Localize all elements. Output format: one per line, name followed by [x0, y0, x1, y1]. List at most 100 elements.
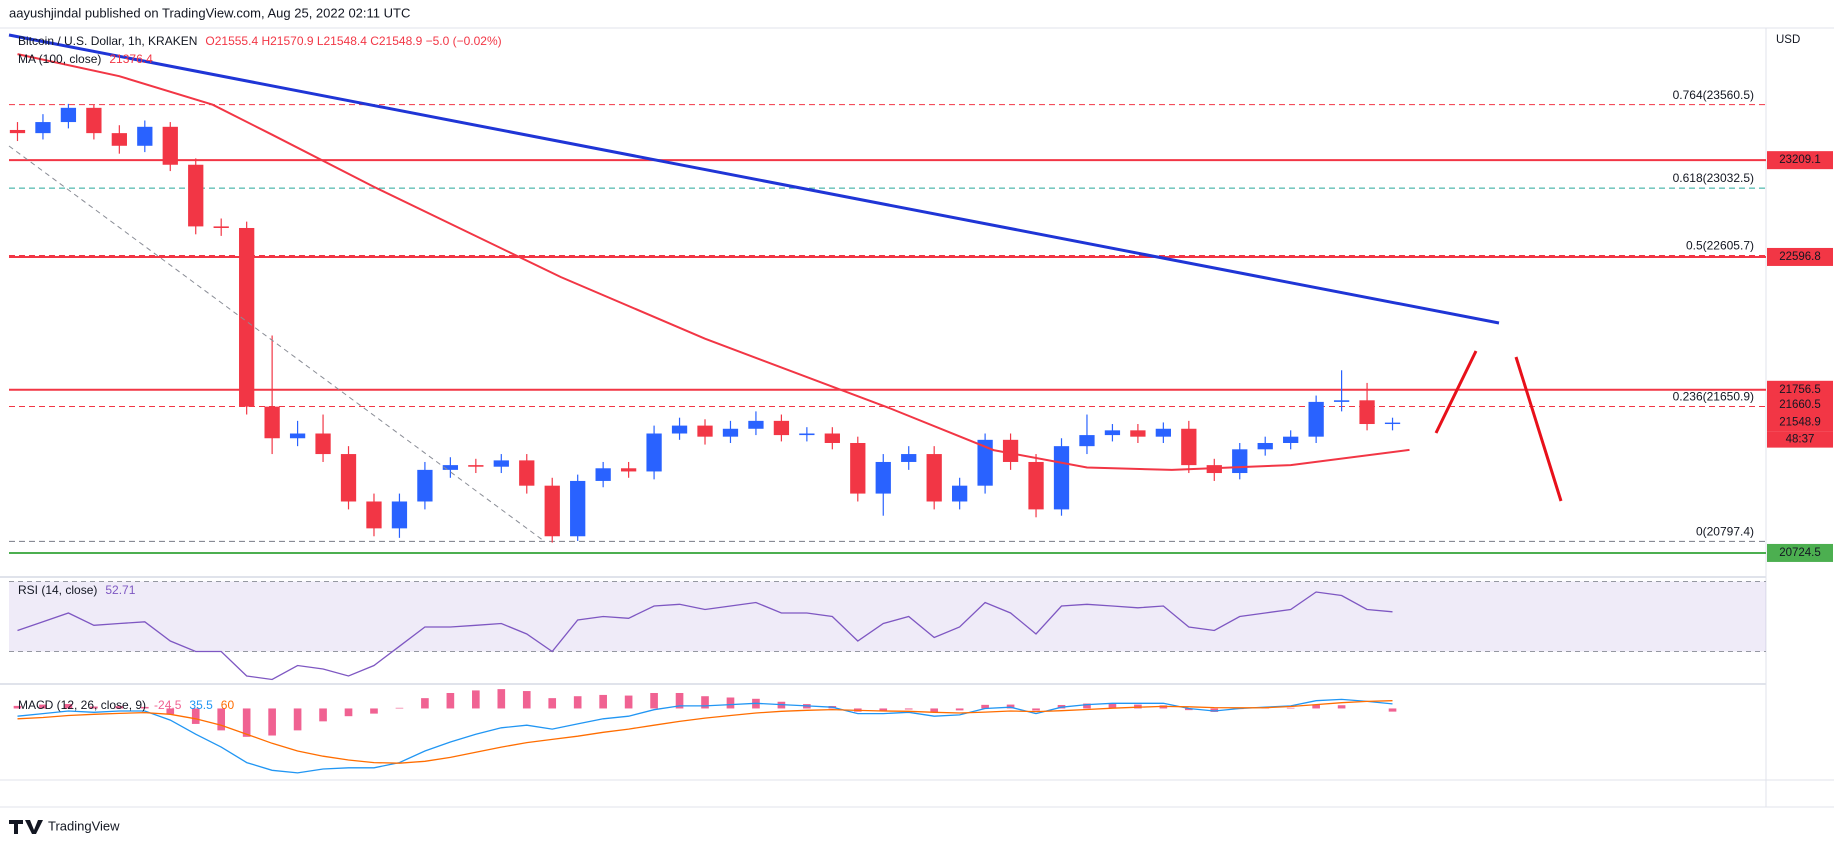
ma-value: 21376.4: [109, 52, 153, 66]
histogram-bar: [548, 698, 557, 709]
fib-anchor-line: [8, 145, 545, 542]
price-label-box: [1767, 543, 1833, 562]
candle-body: [1028, 461, 1044, 510]
histogram-bar: [701, 696, 709, 709]
macd-legend: MACD (12, 26, close, 9) -24.5 35.5 60: [18, 698, 234, 712]
candle-body: [952, 485, 968, 502]
candle-body: [417, 469, 433, 502]
candle-body: [901, 454, 917, 462]
histogram-bar: [446, 692, 455, 709]
histogram-bar: [472, 690, 480, 709]
candle-body: [824, 433, 840, 443]
histogram-bar: [319, 708, 327, 722]
candle-body: [213, 226, 229, 228]
histogram-bar: [1388, 708, 1397, 712]
candle-body: [926, 454, 942, 502]
candle-body: [468, 465, 484, 467]
histogram-bar: [242, 708, 251, 737]
moving-average: [17, 53, 1410, 471]
histogram-bar: [1210, 708, 1219, 712]
macd-name: MACD (12, 26, close, 9): [18, 698, 146, 712]
symbol-title: Bitcoin / U.S. Dollar, 1h, KRAKEN O21555.…: [18, 34, 502, 48]
candle-body: [671, 425, 688, 434]
histogram-bar: [268, 708, 276, 736]
histogram-bar: [395, 707, 404, 709]
candle-body: [1181, 428, 1197, 466]
currency-label: USD: [1776, 34, 1800, 46]
candle-body: [1333, 400, 1350, 402]
candle-body: [1079, 435, 1095, 447]
histogram-bar: [1108, 703, 1117, 709]
candle-body: [1384, 422, 1401, 425]
candle-body: [366, 501, 382, 529]
candle-body: [722, 428, 739, 437]
histogram-bar: [1312, 704, 1320, 709]
histogram-bar: [573, 696, 582, 709]
candle-body: [35, 122, 51, 134]
candle-body: [340, 454, 357, 502]
histogram-bar: [64, 703, 73, 709]
price-label-box: [1767, 413, 1833, 432]
ohlc-values: O21555.4 H21570.9 L21548.4 C21548.9 −5.0…: [205, 34, 501, 48]
histogram-bar: [115, 706, 124, 709]
candle-body: [850, 442, 866, 494]
price-label: 21756.5: [1779, 384, 1821, 396]
candle-body: [1155, 428, 1171, 437]
histogram-bar: [675, 692, 684, 709]
trend-line: [8, 33, 1500, 325]
rsi-legend: RSI (14, close) 52.71: [18, 583, 136, 597]
price-label: 21548.9: [1779, 417, 1821, 429]
histogram-bar: [217, 708, 226, 731]
candle-body: [570, 480, 586, 537]
marks: 0.764(23560.5) 0.618(23032.5) 0.5(22605.7)…: [9, 53, 1766, 774]
histogram-bar: [90, 706, 98, 709]
rsi-line: [17, 591, 1393, 681]
histogram-bar: [1134, 704, 1142, 709]
grid: [9, 581, 1766, 652]
fib-label: 0.236(21650.9): [1673, 390, 1754, 404]
candle-body: [773, 420, 790, 436]
brand-name: TradingView: [48, 818, 120, 833]
candle-body: [595, 468, 611, 481]
candle-body: [646, 433, 662, 472]
price-label: 21660.5: [1779, 399, 1821, 411]
candle-body: [1002, 439, 1019, 462]
axis: 23209.1 22596.8 21756.5 20724.5 21660.5 21548…: [1767, 151, 1833, 562]
scenario-arrow-up: [1434, 350, 1478, 434]
candle-body: [162, 126, 178, 165]
histogram-bar: [497, 689, 506, 709]
macd-line: [17, 698, 1393, 774]
price-label-box: [1767, 151, 1833, 170]
countdown-box: [1767, 431, 1833, 448]
histogram-bar: [599, 694, 607, 709]
candle-body: [239, 227, 255, 407]
candle-body: [315, 433, 331, 455]
fib-label: 0.764(23560.5): [1673, 88, 1754, 102]
scenario-arrow-down: [1514, 356, 1563, 502]
candle-body: [1283, 436, 1299, 443]
price-label-box: [1767, 395, 1833, 414]
candle-body: [289, 433, 306, 439]
candle-body: [875, 461, 891, 494]
price-label: 23209.1: [1779, 154, 1821, 166]
candle-body: [60, 107, 77, 123]
histogram-bar: [13, 705, 22, 709]
candle-body: [86, 107, 102, 134]
candle-body: [9, 129, 26, 134]
histogram-bar: [904, 708, 913, 710]
histogram-bar: [879, 708, 888, 712]
candle-body: [442, 465, 459, 470]
macd-value: 35.5: [189, 698, 213, 712]
price-label-box: [1767, 380, 1833, 399]
candle-body: [977, 439, 993, 486]
brand-logo: [9, 820, 43, 834]
histogram-bar: [1286, 707, 1295, 709]
fib-label: 0.618(23032.5): [1673, 171, 1754, 185]
candle-body: [748, 420, 764, 429]
histogram-bar: [370, 708, 378, 714]
symbol-name: Bitcoin / U.S. Dollar, 1h, KRAKEN: [18, 34, 197, 48]
candle-body: [697, 425, 713, 437]
histogram-bar: [1083, 703, 1091, 709]
